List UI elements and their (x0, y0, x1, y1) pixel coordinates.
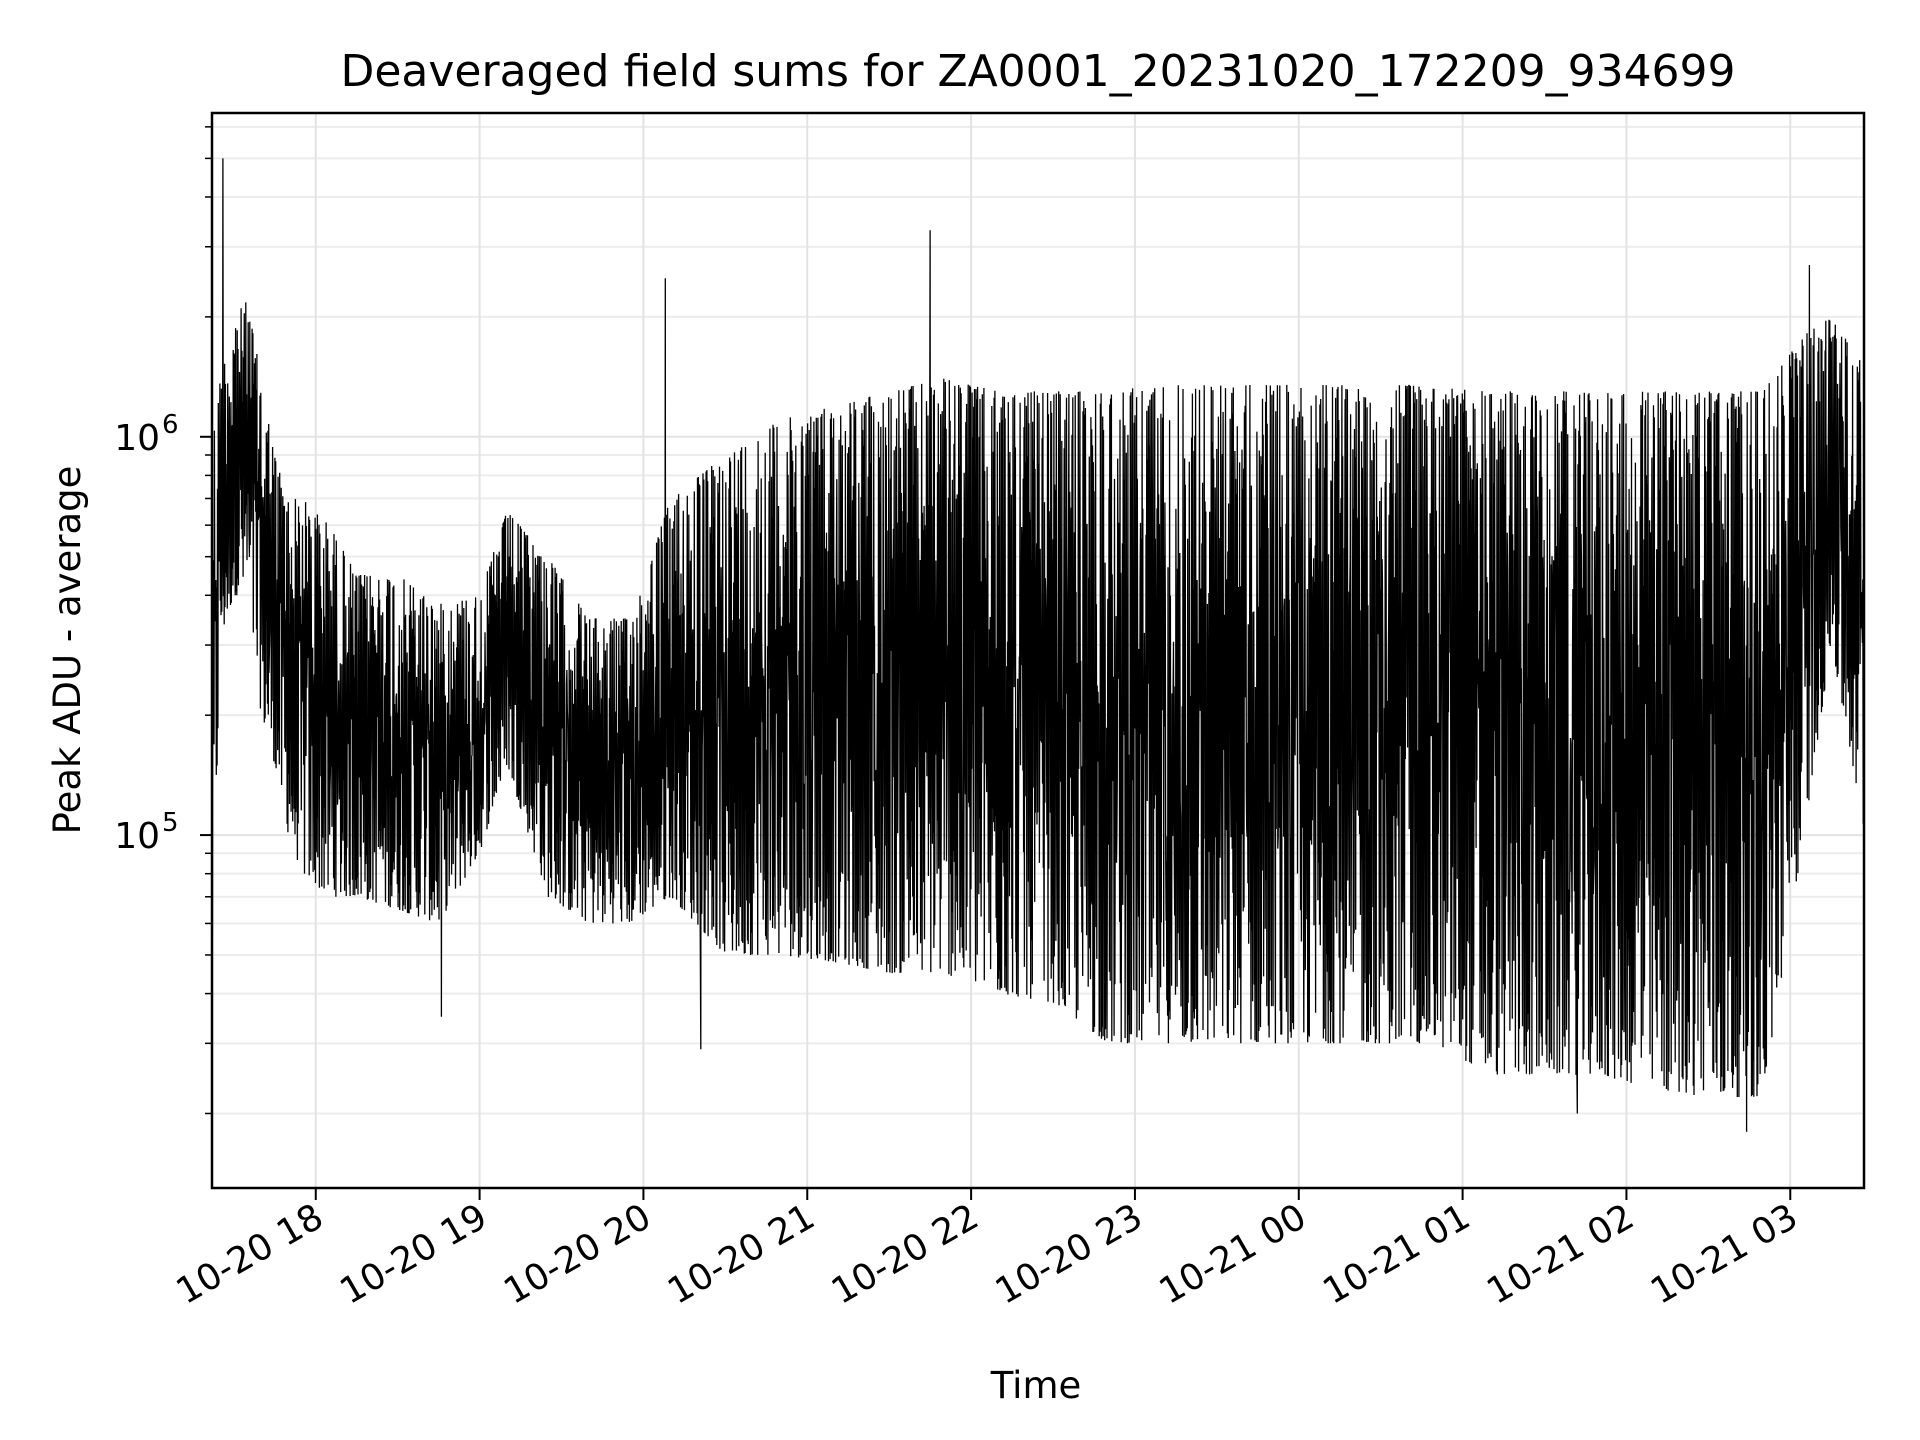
chart-title: Deaveraged field sums for ZA0001_2023102… (340, 46, 1735, 97)
y-tick-label: 10 (114, 418, 160, 459)
y-tick-exponent: 6 (162, 410, 179, 440)
y-tick-label: 10 (114, 816, 160, 857)
series-path (211, 158, 1865, 1132)
y-axis-label: Peak ADU - average (46, 466, 89, 835)
y-tick-exponent: 5 (162, 808, 179, 838)
x-axis-label: Time (990, 1364, 1082, 1407)
plot-frame (210, 111, 1866, 1190)
series-line (211, 158, 1865, 1132)
